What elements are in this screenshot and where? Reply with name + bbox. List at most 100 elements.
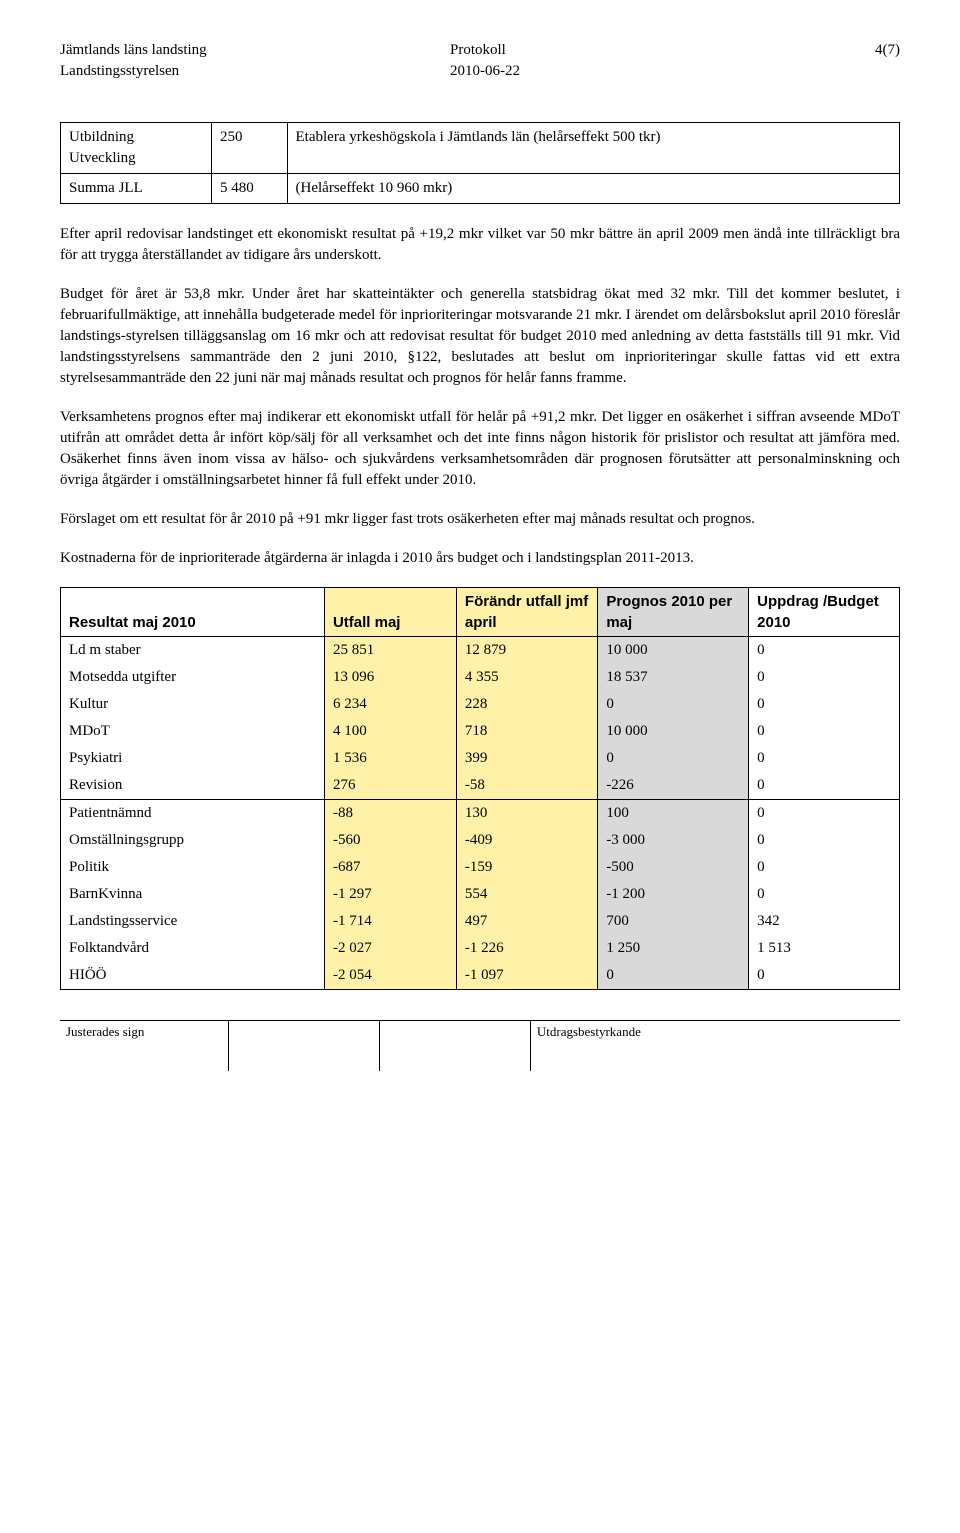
summary-row: Summa JLL5 480(Helårseffekt 10 960 mkr) bbox=[61, 174, 900, 204]
cell-prognos: 10 000 bbox=[598, 637, 749, 665]
cell-uppdrag: 0 bbox=[749, 854, 900, 881]
cell-uppdrag: 0 bbox=[749, 881, 900, 908]
summary-cell: Utbildning Utveckling bbox=[61, 123, 212, 174]
cell-utfall: -2 054 bbox=[324, 962, 456, 990]
cell-utfall: 13 096 bbox=[324, 664, 456, 691]
cell-uppdrag: 0 bbox=[749, 962, 900, 990]
cell-label: Revision bbox=[61, 772, 325, 800]
col-header-forandr: Förändr utfall jmf april bbox=[456, 588, 597, 637]
footer-justerades: Justerades sign bbox=[60, 1021, 228, 1071]
summary-row: Utbildning Utveckling250Etablera yrkeshö… bbox=[61, 123, 900, 174]
table-row: Kultur6 23422800 bbox=[61, 691, 900, 718]
cell-prognos: 0 bbox=[598, 962, 749, 990]
footer-blank-1 bbox=[228, 1021, 379, 1071]
cell-utfall: 25 851 bbox=[324, 637, 456, 665]
page-footer: Justerades sign Utdragsbestyrkande bbox=[60, 1020, 900, 1071]
table-row: HIÖÖ-2 054-1 09700 bbox=[61, 962, 900, 990]
table-row: MDoT4 10071810 0000 bbox=[61, 718, 900, 745]
cell-label: Politik bbox=[61, 854, 325, 881]
cell-label: Psykiatri bbox=[61, 745, 325, 772]
table-row: Revision276-58-2260 bbox=[61, 772, 900, 800]
cell-uppdrag: 0 bbox=[749, 827, 900, 854]
col-header-prognos: Prognos 2010 per maj bbox=[598, 588, 749, 637]
header-right: 4(7) bbox=[840, 40, 900, 82]
cell-prognos: 1 250 bbox=[598, 935, 749, 962]
cell-forandr: 4 355 bbox=[456, 664, 597, 691]
cell-prognos: 10 000 bbox=[598, 718, 749, 745]
cell-utfall: -687 bbox=[324, 854, 456, 881]
paragraph-4: Förslaget om ett resultat för år 2010 på… bbox=[60, 509, 900, 530]
cell-utfall: 6 234 bbox=[324, 691, 456, 718]
table-row: Omställningsgrupp-560-409-3 0000 bbox=[61, 827, 900, 854]
cell-prognos: 700 bbox=[598, 908, 749, 935]
cell-forandr: 718 bbox=[456, 718, 597, 745]
table-row: Politik-687-159-5000 bbox=[61, 854, 900, 881]
cell-utfall: -88 bbox=[324, 800, 456, 828]
cell-uppdrag: 1 513 bbox=[749, 935, 900, 962]
cell-utfall: -1 297 bbox=[324, 881, 456, 908]
cell-label: MDoT bbox=[61, 718, 325, 745]
paragraph-2: Budget för året är 53,8 mkr. Under året … bbox=[60, 284, 900, 389]
cell-prognos: 0 bbox=[598, 745, 749, 772]
table-row: Psykiatri1 53639900 bbox=[61, 745, 900, 772]
cell-utfall: 1 536 bbox=[324, 745, 456, 772]
cell-forandr: 130 bbox=[456, 800, 597, 828]
cell-forandr: 12 879 bbox=[456, 637, 597, 665]
cell-forandr: -1 097 bbox=[456, 962, 597, 990]
cell-utfall: -560 bbox=[324, 827, 456, 854]
footer-blank-2 bbox=[379, 1021, 530, 1071]
table-row: Folktandvård-2 027-1 2261 2501 513 bbox=[61, 935, 900, 962]
cell-uppdrag: 0 bbox=[749, 637, 900, 665]
cell-utfall: 4 100 bbox=[324, 718, 456, 745]
cell-prognos: -3 000 bbox=[598, 827, 749, 854]
summary-table: Utbildning Utveckling250Etablera yrkeshö… bbox=[60, 122, 900, 204]
summary-cell: 250 bbox=[212, 123, 288, 174]
cell-forandr: 399 bbox=[456, 745, 597, 772]
cell-prognos: -226 bbox=[598, 772, 749, 800]
table-row: Motsedda utgifter13 0964 35518 5370 bbox=[61, 664, 900, 691]
cell-forandr: 554 bbox=[456, 881, 597, 908]
cell-label: BarnKvinna bbox=[61, 881, 325, 908]
cell-label: Motsedda utgifter bbox=[61, 664, 325, 691]
org-name-2: Landstingsstyrelsen bbox=[60, 61, 450, 82]
cell-prognos: 0 bbox=[598, 691, 749, 718]
cell-forandr: -1 226 bbox=[456, 935, 597, 962]
cell-utfall: 276 bbox=[324, 772, 456, 800]
doc-type: Protokoll bbox=[450, 40, 840, 61]
cell-uppdrag: 0 bbox=[749, 718, 900, 745]
cell-label: Folktandvård bbox=[61, 935, 325, 962]
page-number: 4(7) bbox=[840, 40, 900, 61]
results-table: Resultat maj 2010 Utfall maj Förändr utf… bbox=[60, 587, 900, 990]
footer-utdrag: Utdragsbestyrkande bbox=[530, 1021, 900, 1071]
table-row: Ld m staber25 85112 87910 0000 bbox=[61, 637, 900, 665]
cell-label: Ld m staber bbox=[61, 637, 325, 665]
col-header-resultat: Resultat maj 2010 bbox=[61, 588, 325, 637]
cell-prognos: 18 537 bbox=[598, 664, 749, 691]
cell-label: Landstingsservice bbox=[61, 908, 325, 935]
cell-forandr: 228 bbox=[456, 691, 597, 718]
table-row: Landstingsservice-1 714497700342 bbox=[61, 908, 900, 935]
header-left: Jämtlands läns landsting Landstingsstyre… bbox=[60, 40, 450, 82]
cell-uppdrag: 0 bbox=[749, 772, 900, 800]
cell-forandr: -58 bbox=[456, 772, 597, 800]
col-header-utfall: Utfall maj bbox=[324, 588, 456, 637]
cell-uppdrag: 0 bbox=[749, 664, 900, 691]
table-row: Patientnämnd-881301000 bbox=[61, 800, 900, 828]
paragraph-3: Verksamhetens prognos efter maj indikera… bbox=[60, 407, 900, 491]
cell-prognos: 100 bbox=[598, 800, 749, 828]
cell-forandr: -409 bbox=[456, 827, 597, 854]
cell-uppdrag: 342 bbox=[749, 908, 900, 935]
results-header-row: Resultat maj 2010 Utfall maj Förändr utf… bbox=[61, 588, 900, 637]
cell-uppdrag: 0 bbox=[749, 745, 900, 772]
paragraph-1: Efter april redovisar landstinget ett ek… bbox=[60, 224, 900, 266]
cell-label: Kultur bbox=[61, 691, 325, 718]
cell-label: Patientnämnd bbox=[61, 800, 325, 828]
page-header: Jämtlands läns landsting Landstingsstyre… bbox=[60, 40, 900, 82]
cell-label: Omställningsgrupp bbox=[61, 827, 325, 854]
cell-uppdrag: 0 bbox=[749, 691, 900, 718]
paragraph-5: Kostnaderna för de inprioriterade åtgärd… bbox=[60, 548, 900, 569]
cell-prognos: -500 bbox=[598, 854, 749, 881]
header-mid: Protokoll 2010-06-22 bbox=[450, 40, 840, 82]
cell-utfall: -2 027 bbox=[324, 935, 456, 962]
cell-uppdrag: 0 bbox=[749, 800, 900, 828]
